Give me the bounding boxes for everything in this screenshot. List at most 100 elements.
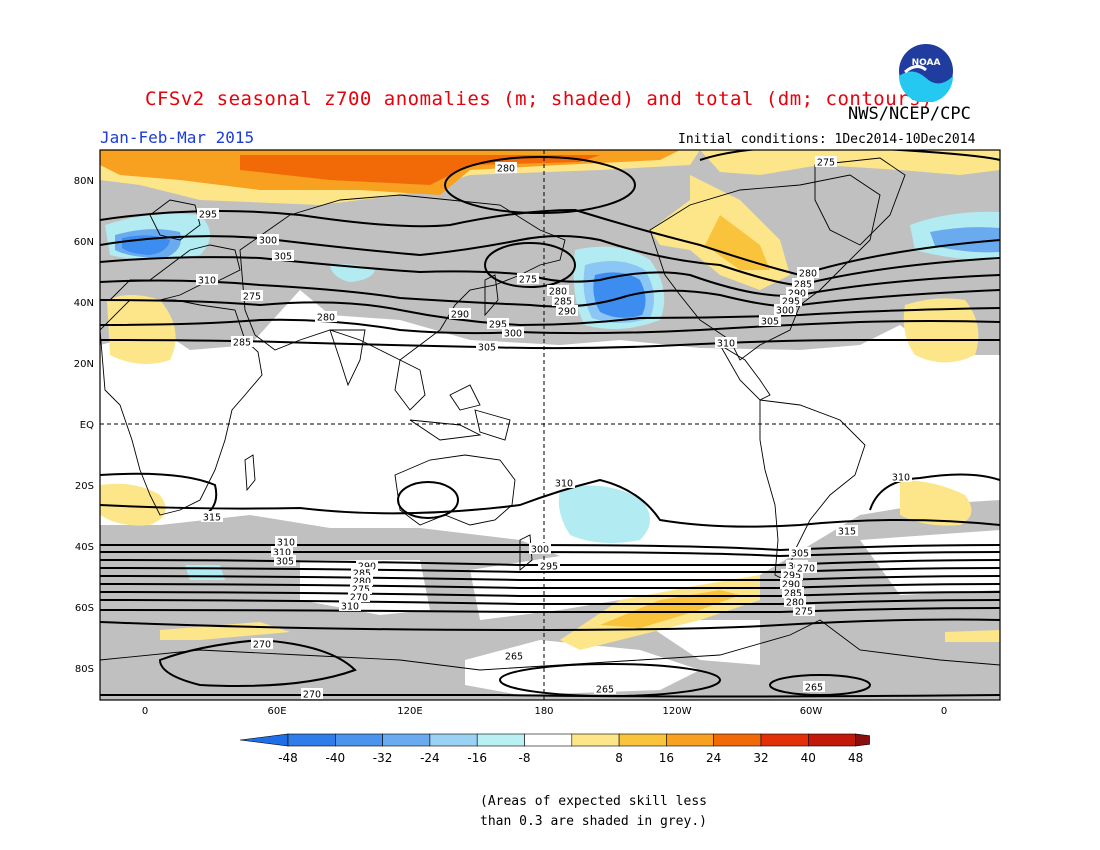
contour-label: 285 — [353, 569, 371, 580]
contour-label: 290 — [558, 307, 576, 318]
contour-label: 285 — [554, 297, 572, 308]
contour-label: 310 — [273, 548, 291, 559]
contour-label: 310 — [277, 538, 295, 549]
lat-label-60n: 60N — [74, 237, 94, 248]
noaa-logo: NOAA — [897, 42, 955, 102]
contour-label: 310 — [341, 602, 359, 613]
contour-label-bg — [241, 290, 263, 301]
lat-label-80n: 80N — [74, 176, 94, 187]
contour-label: 310 — [198, 276, 216, 287]
contour-label-bg — [257, 234, 279, 245]
contour-label: 280 — [549, 287, 567, 298]
contour-label-bg — [836, 525, 858, 536]
contour-label-bg — [795, 562, 817, 573]
lat-label-80s: 80S — [75, 664, 94, 675]
colorbar-tick-label: -16 — [467, 751, 487, 765]
contour-label-bg — [792, 278, 814, 289]
contour-label: 310 — [555, 479, 573, 490]
initial-conditions: Initial conditions: 1Dec2014-10Dec2014 — [678, 132, 976, 147]
contour-label-bg — [786, 287, 808, 298]
contour-label: 275 — [519, 275, 537, 286]
contour-label: 270 — [253, 640, 271, 651]
lat-label-40n: 40N — [74, 298, 94, 309]
contour-label-bg — [196, 274, 218, 285]
contour-label-bg — [315, 311, 337, 322]
contour-label: 280 — [317, 313, 335, 324]
lat-label-40s: 40S — [75, 542, 94, 553]
contour-label-bg — [789, 547, 811, 558]
contour-label-bg — [815, 156, 837, 167]
contour-label-bg — [348, 591, 370, 602]
contour-label: 290 — [782, 580, 800, 591]
contour-label: 305 — [761, 317, 779, 328]
contour-label-bg — [487, 318, 509, 329]
contour-label-bg — [351, 575, 373, 586]
contour-label: 285 — [233, 338, 251, 349]
colorbar-tick-label: 8 — [615, 751, 623, 765]
contour-label: 280 — [786, 598, 804, 609]
contour-label-bg — [793, 605, 815, 616]
lon-label-120e: 120E — [397, 706, 422, 717]
footnote-line-1: (Areas of expected skill less — [480, 794, 707, 809]
contour-label-bg — [197, 208, 219, 219]
lon-label-180: 180 — [534, 706, 553, 717]
colorbar-tick-label: -32 — [373, 751, 393, 765]
lat-label-20n: 20N — [74, 359, 94, 370]
colorbar-tick-label: 48 — [848, 751, 863, 765]
negative-anomalies — [105, 211, 1000, 580]
contour-label: 295 — [540, 562, 558, 573]
skill-footnote: (Areas of expected skill less than 0.3 a… — [480, 792, 707, 832]
contour-label-bg — [715, 337, 737, 348]
contour-label-bg — [547, 285, 569, 296]
colorbar-segment — [807, 733, 856, 747]
lon-label-60e: 60E — [267, 706, 286, 717]
contour-label-bg — [449, 308, 471, 319]
contour-label-bg — [274, 555, 296, 566]
contour-label-bg — [351, 567, 373, 578]
contour-label: 300 — [504, 329, 522, 340]
contour-label-bg — [275, 536, 297, 547]
colorbar-segment — [476, 733, 525, 747]
contour-label-bg — [529, 543, 551, 554]
colorbar-segment — [571, 733, 620, 747]
contour-label: 295 — [199, 210, 217, 221]
chart-title: CFSv2 seasonal z700 anomalies (m; shaded… — [145, 88, 933, 110]
logo-text: NOAA — [912, 58, 941, 68]
contour-label: 305 — [478, 343, 496, 354]
contour-label: 305 — [276, 557, 294, 568]
contour-labels: 2802752802852902953003053102752802852902… — [196, 156, 912, 700]
lon-label-0: 0 — [142, 706, 148, 717]
contour-label-bg — [553, 477, 575, 488]
contour-label: 295 — [783, 571, 801, 582]
positive-anomalies — [100, 150, 1000, 650]
contour-label: 275 — [795, 607, 813, 618]
contour-label-bg — [781, 569, 803, 580]
contour-label: 280 — [353, 577, 371, 588]
lat-label-20s: 20S — [75, 481, 94, 492]
contour-label: 315 — [838, 527, 856, 538]
contour-label: 295 — [782, 297, 800, 308]
contour-label: 310 — [717, 339, 735, 350]
contour-label: 265 — [596, 685, 614, 696]
colorbar-segment — [335, 733, 383, 747]
lon-label-120w: 120W — [663, 706, 692, 717]
contour-label: 285 — [794, 280, 812, 291]
contour-label: 290 — [451, 310, 469, 321]
contour-label-bg — [784, 596, 806, 607]
colorbar-tip-left — [239, 733, 289, 747]
contour-label-bg — [759, 315, 781, 326]
contour-label-bg — [890, 471, 912, 482]
contour-label-bg — [502, 327, 524, 338]
contour-label-bg — [251, 638, 273, 649]
contour-label: 285 — [784, 589, 802, 600]
contour-label-bg — [780, 578, 802, 589]
contour-label-bg — [301, 688, 323, 699]
contour-label: 270 — [350, 593, 368, 604]
contour-label: 315 — [203, 513, 221, 524]
forecast-period: Jan-Feb-Mar 2015 — [100, 128, 255, 147]
contour-label-bg — [476, 341, 498, 352]
lat-label-eq: EQ — [80, 420, 94, 431]
colorbar-tick-label: 32 — [753, 751, 768, 765]
colorbar-tick-label: -48 — [278, 751, 298, 765]
contour-label: 275 — [352, 585, 370, 596]
